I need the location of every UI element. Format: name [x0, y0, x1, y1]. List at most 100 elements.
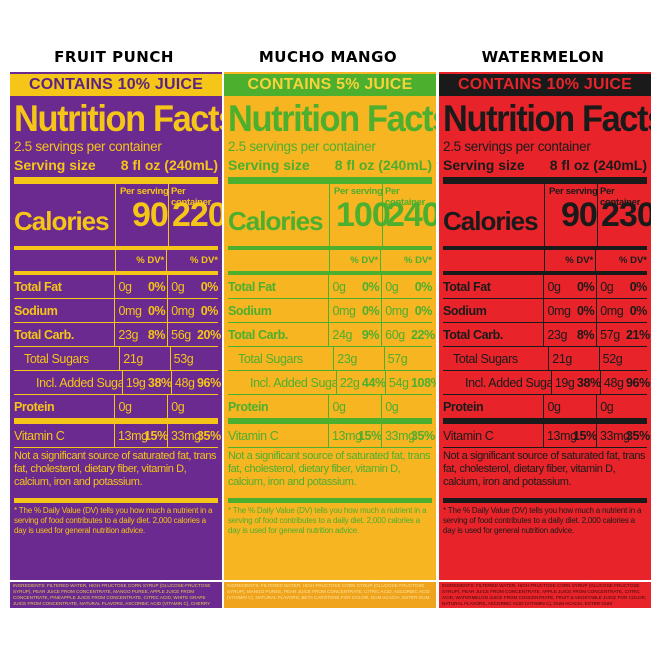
serving-dv: 8% [144, 323, 169, 346]
nutrient-label: Total Sugars [228, 347, 335, 370]
nutrient-row: Total Carb. 23g 8% 56g 20% [14, 322, 221, 346]
serving-size-label: Serving size [228, 157, 310, 173]
nutrition-facts-title: Nutrition Facts [443, 98, 651, 139]
serving-amount: 24g [332, 328, 353, 342]
nutrient-row: Total Fat 0g 0% 0g 0% [228, 274, 432, 298]
calories-per-serving: 90 [132, 196, 169, 234]
serving-amount: 0g [332, 280, 346, 294]
divider [14, 447, 218, 448]
container-amount: 48g [603, 376, 624, 390]
serving-amount: 0mg [332, 304, 356, 318]
container-amount: 57g [387, 352, 408, 366]
thick-divider [443, 498, 647, 503]
container-dv: 35% [411, 429, 435, 443]
nutrient-row: Total Carb. 24g 9% 60g 22% [228, 322, 435, 346]
nutrient-label: Incl. Added Sugars [228, 371, 337, 394]
calories-per-container: 220 [172, 196, 222, 234]
container-amount: 33mg [385, 429, 415, 443]
divider [443, 447, 647, 448]
thick-divider [228, 498, 432, 503]
juice-banner: CONTAINS 5% JUICE [224, 74, 436, 96]
serving-size-row: Serving size 8 fl oz (240mL) [228, 155, 432, 177]
container-amount: 0g [600, 280, 614, 294]
per-container-header: Per container [171, 186, 212, 208]
serving-amount: 23g [337, 352, 357, 366]
column-divider [544, 184, 545, 246]
not-significant-note: Not a significant source of saturated fa… [228, 450, 431, 488]
nutrient-label: Total Sugars [443, 347, 550, 370]
container-dv [197, 395, 218, 418]
calories-per-container: 240 [386, 196, 436, 234]
flavor-title: WATERMELON [481, 48, 605, 66]
container-amount: 0g [385, 280, 399, 294]
container-dv: 35% [626, 429, 650, 443]
nutrition-panel-3: CONTAINS 10% JUICE Nutrition Facts 2.5 ser… [439, 72, 651, 580]
flavor-title: FRUIT PUNCH [54, 48, 174, 66]
nutrient-label: Protein [14, 395, 116, 418]
container-amount: 48g [174, 376, 195, 390]
nutrient-label: Vitamin C [443, 424, 544, 447]
container-dv [411, 395, 432, 418]
serving-size-label: Serving size [14, 157, 96, 173]
nutrient-label: Sodium [228, 299, 330, 322]
serving-amount: 0g [118, 400, 132, 414]
container-amount: 0mg [600, 304, 624, 318]
nutrient-row: Total Fat 0g 0% 0g 0% [14, 274, 218, 298]
serving-amount: 0g [332, 400, 346, 414]
calories-per-container: 230 [601, 196, 651, 234]
thick-divider [14, 177, 218, 184]
serving-dv: 0% [358, 299, 383, 322]
calories-label: Calories [443, 206, 539, 236]
daily-value-footnote: * The % Daily Value (DV) tells you how m… [443, 506, 642, 535]
nutrient-label: Vitamin C [14, 424, 115, 447]
column-divider [329, 184, 330, 246]
container-dv: 96% [197, 376, 221, 390]
serving-dv: 0% [144, 275, 169, 298]
serving-dv: 38% [577, 371, 601, 394]
serving-amount: 23g [547, 328, 568, 342]
container-dv: 0% [629, 304, 648, 318]
dv-spacer [14, 250, 116, 271]
nutrient-row: Total Sugars 21g 53g [14, 346, 218, 370]
serving-dv: 8% [573, 323, 598, 346]
nutrient-row: Total Fat 0g 0% 0g 0% [443, 274, 647, 298]
serving-amount: 22g [339, 376, 360, 390]
medium-divider [228, 246, 432, 250]
container-dv [626, 395, 647, 418]
nutrient-label: Vitamin C [228, 424, 329, 447]
column-divider [115, 184, 116, 246]
medium-divider [14, 246, 218, 250]
serving-amount: 21g [552, 352, 572, 366]
nutrient-label: Protein [228, 395, 330, 418]
not-significant-note: Not a significant source of saturated fa… [443, 450, 646, 488]
container-amount: 52g [602, 352, 623, 366]
serving-size-value: 8 fl oz (240mL) [549, 157, 647, 173]
nutrient-label: Total Carb. [14, 323, 116, 346]
dv-label-container: % DV* [619, 255, 647, 266]
container-dv: 108% [411, 376, 436, 390]
nutrient-row: Vitamin C 13mg 15% 33mg 35% [14, 418, 221, 447]
serving-amount: 0mg [547, 304, 571, 318]
nutrient-row: Total Carb. 23g 8% 57g 21% [443, 322, 650, 346]
serving-dv: 0% [358, 275, 383, 298]
container-amount: 0g [385, 400, 399, 414]
dv-spacer [443, 250, 545, 271]
juice-banner: CONTAINS 10% JUICE [439, 74, 651, 96]
nutrient-label: Total Carb. [443, 323, 545, 346]
serving-dv: 15% [573, 424, 597, 447]
serving-size-label: Serving size [443, 157, 525, 173]
thick-divider [14, 498, 218, 503]
nutrient-row: Vitamin C 13mg 15% 33mg 35% [228, 418, 435, 447]
serving-size-value: 8 fl oz (240mL) [120, 157, 218, 173]
dv-header-row: % DV* % DV* [443, 250, 647, 274]
serving-amount: 23g [118, 328, 139, 342]
container-dv [627, 347, 647, 370]
calories-block: Per serving Per container Calories 90 230 [443, 184, 651, 246]
daily-value-footnote: * The % Daily Value (DV) tells you how m… [14, 506, 213, 535]
container-dv [198, 347, 218, 370]
calories-per-serving: 90 [561, 196, 598, 234]
container-dv: 0% [629, 280, 648, 294]
container-amount: 60g [385, 328, 405, 342]
serving-amount: 13mg [547, 429, 577, 443]
nutrient-row: Total Sugars 21g 52g [443, 346, 647, 370]
